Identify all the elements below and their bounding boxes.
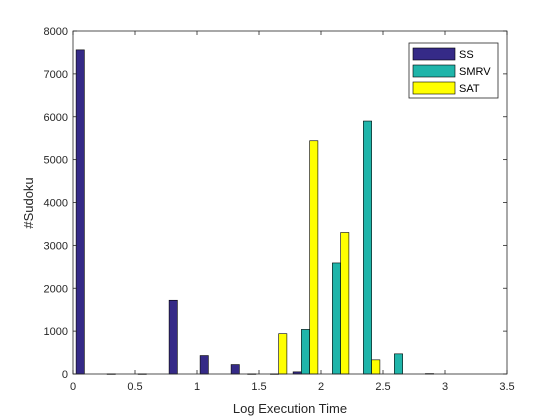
y-tick-label: 8000: [44, 26, 68, 38]
legend: SS SMRV SAT: [408, 42, 499, 99]
bar-ss-5: [230, 364, 240, 375]
legend-swatch-smrv: [412, 64, 456, 78]
bar-ss-4: [199, 355, 209, 375]
bar-sat-9: [371, 359, 381, 375]
bar-ss-0: [75, 49, 85, 375]
x-tick-label: 0.5: [127, 381, 142, 393]
bar-sat-8: [340, 232, 350, 375]
legend-label-sat: SAT: [459, 83, 480, 95]
x-tick-label: 3.5: [499, 381, 514, 393]
bar-sat-6: [278, 333, 288, 375]
x-axis-label: Log Execution Time: [233, 401, 347, 416]
legend-swatch-ss: [412, 47, 456, 61]
y-tick-label: 4000: [44, 198, 68, 210]
bar-sat-7: [309, 140, 319, 375]
y-tick-label: 3000: [44, 240, 68, 252]
bar-smrv-8: [332, 262, 341, 375]
y-tick-label: 2000: [44, 283, 68, 295]
y-tick-label: 6000: [44, 112, 68, 124]
bar-smrv-7: [301, 329, 310, 375]
bar-smrv-10: [394, 353, 403, 375]
bar-ss-3: [168, 299, 178, 375]
y-tick-label: 1000: [44, 326, 68, 338]
x-tick-label: 3: [442, 381, 448, 393]
y-tick-label: 0: [62, 369, 68, 381]
x-tick-label: 2.5: [375, 381, 390, 393]
x-tick-label: 2: [318, 381, 324, 393]
axes-layer: 0 0.5 1 1.5 2 2.5 3 3.5 0 1000 2000 3000 4000 5000 600…: [44, 26, 515, 393]
legend-label-ss: SS: [459, 49, 474, 61]
x-tick-label: 1.5: [251, 381, 266, 393]
y-tick-label: 5000: [44, 155, 68, 167]
y-tick-label: 7000: [44, 69, 68, 81]
bar-smrv-9: [363, 120, 372, 375]
y-axis-label: #Sudoku: [21, 177, 36, 228]
legend-label-smrv: SMRV: [459, 66, 491, 78]
x-tick-label: 1: [194, 381, 200, 393]
legend-swatch-sat: [412, 81, 456, 95]
x-tick-label: 0: [70, 381, 76, 393]
